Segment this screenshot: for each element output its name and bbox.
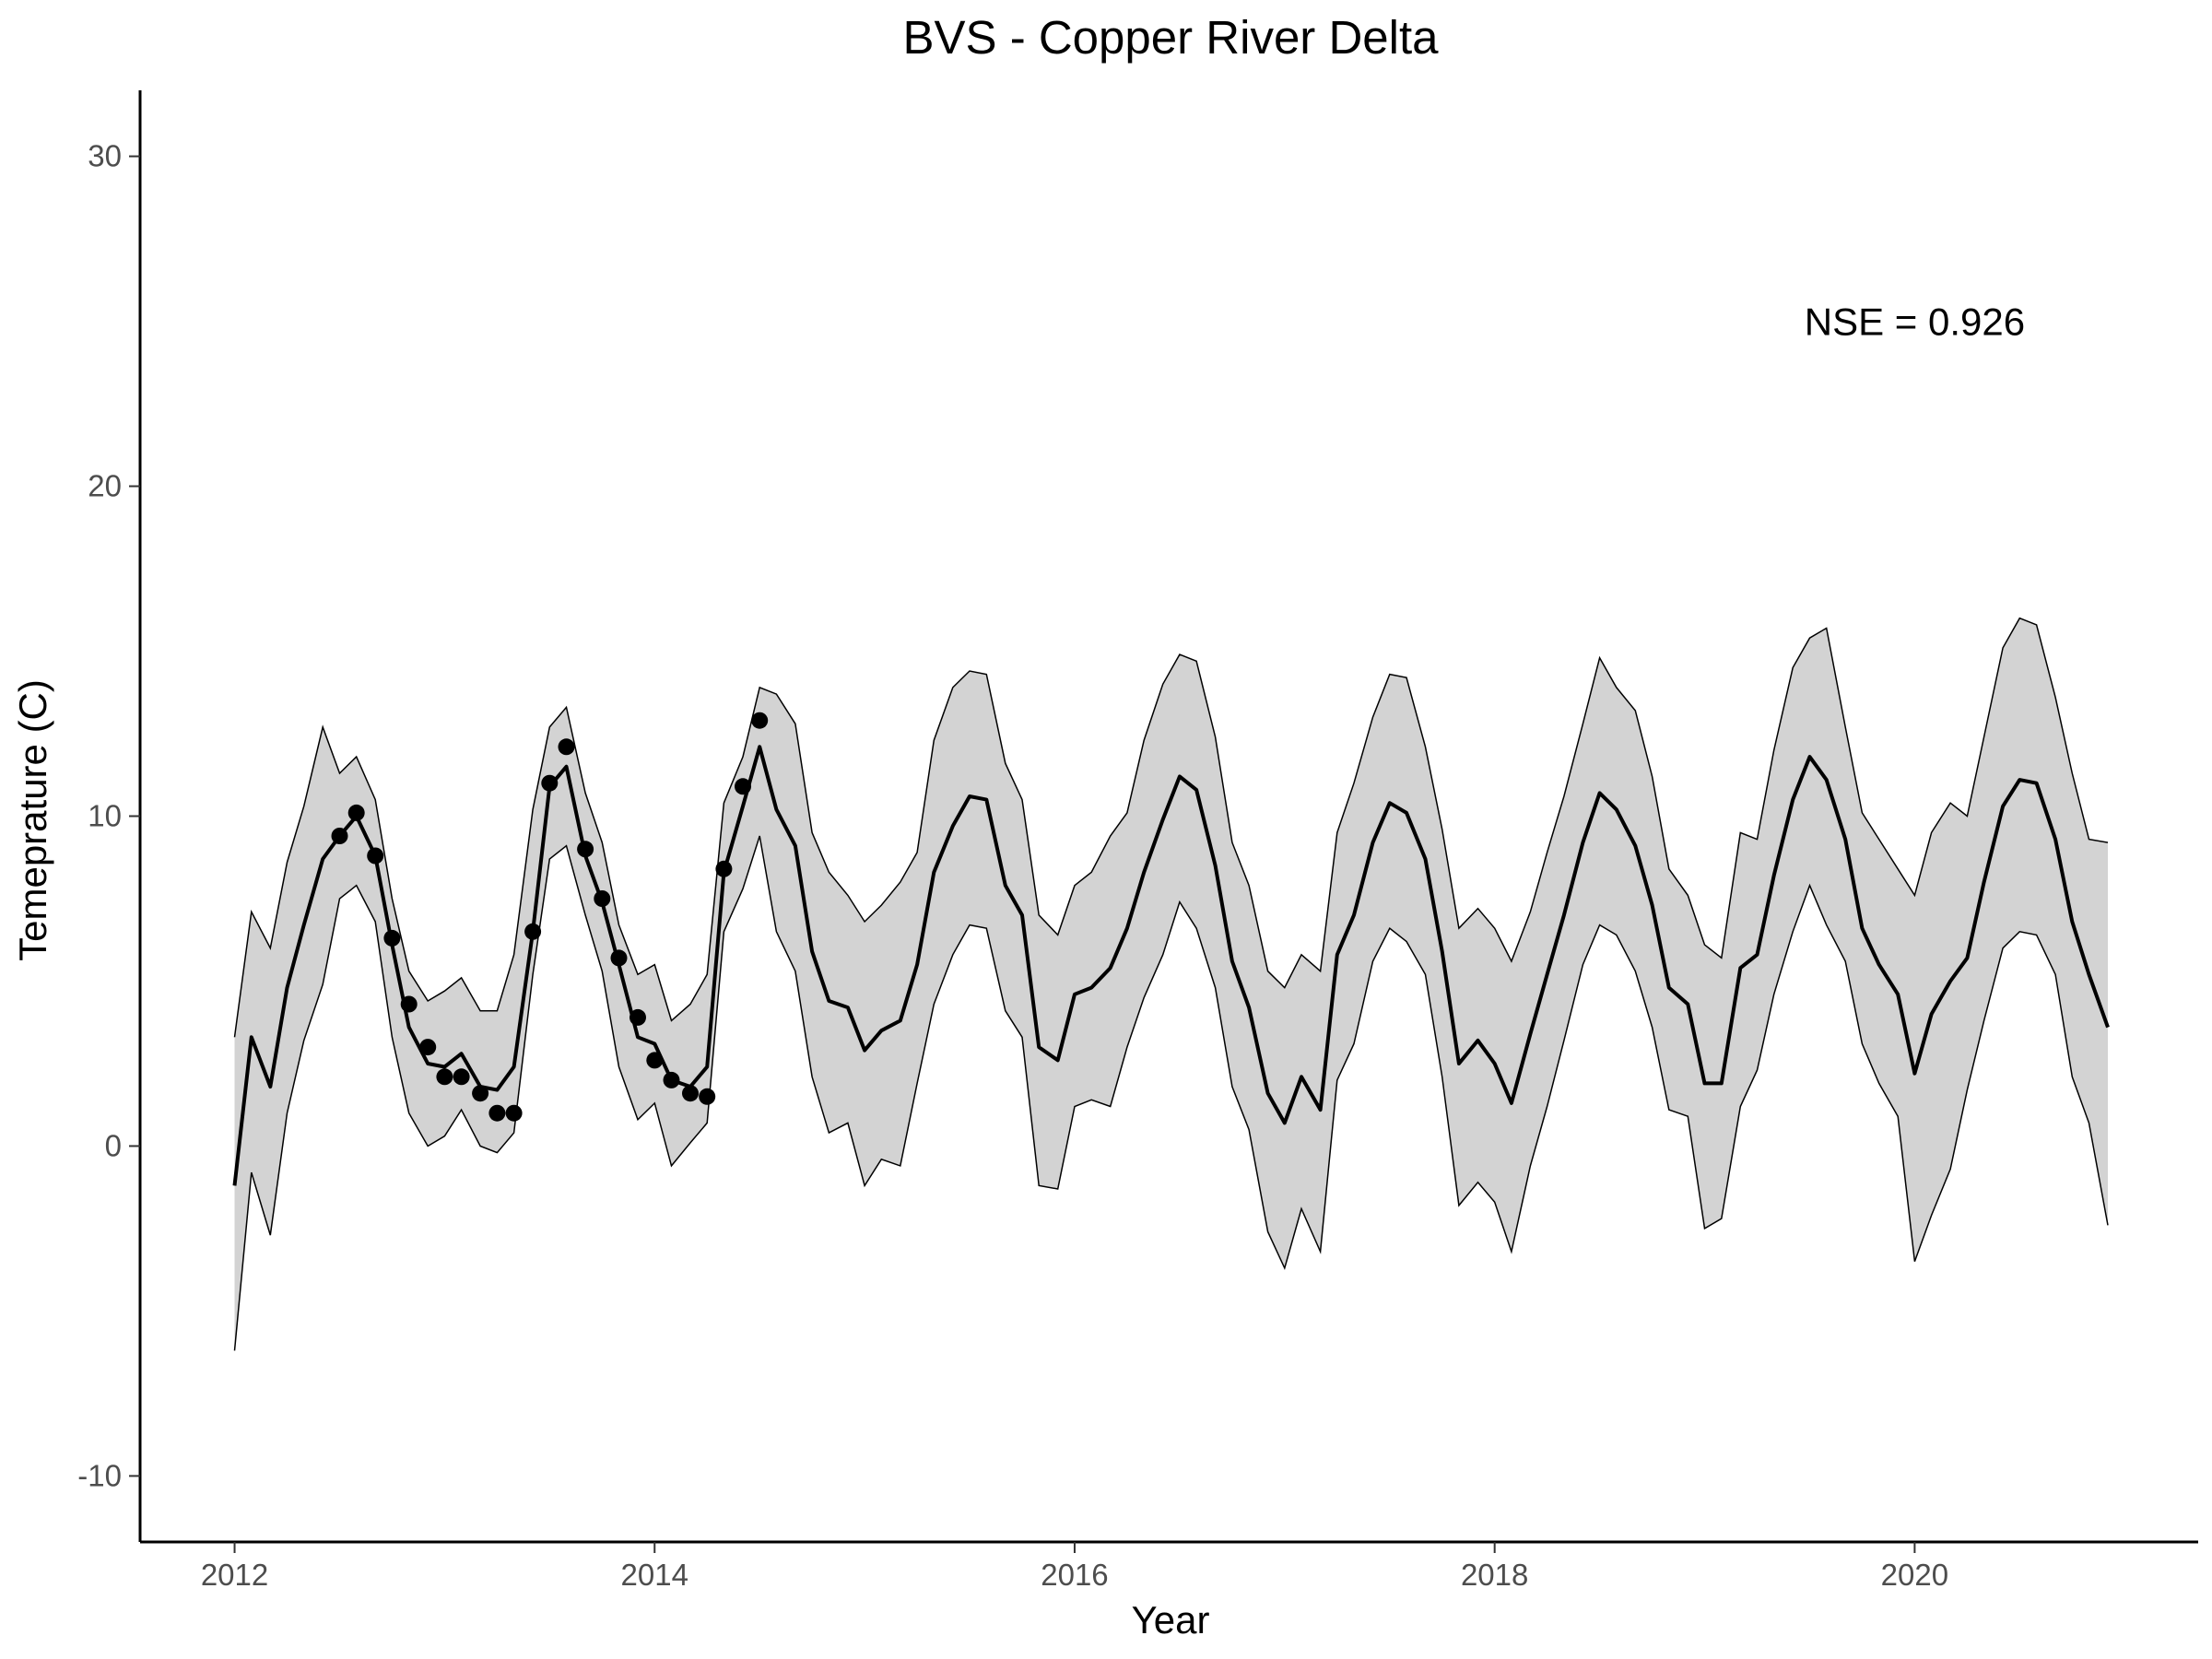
upper-bound-line [233,617,2109,1038]
observed-point [629,1008,646,1026]
observed-point [663,1071,680,1088]
x-tick-label: 2012 [201,1558,268,1592]
y-tick-label: -10 [77,1458,122,1492]
y-tick-label: 20 [88,469,122,503]
observed-point [558,738,575,756]
x-tick-label: 2014 [621,1558,688,1592]
observed-point [715,860,733,877]
observed-point [347,804,365,821]
observed-point [505,1104,523,1122]
observed-point [594,890,611,907]
observed-point [488,1104,506,1122]
y-tick-label: 30 [88,139,122,173]
nse-annotation: NSE = 0.926 [1805,300,2025,344]
observed-point [453,1068,470,1086]
observed-point [367,847,384,865]
x-axis-ticks: 2012 2014 2016 2018 2020 [201,1542,1948,1592]
y-axis-title: Temeprature (C) [11,679,54,961]
observed-point [436,1068,453,1086]
observed-point [419,1039,437,1056]
x-tick-label: 2016 [1041,1558,1108,1592]
chart-title: BVS - Copper River Delta [902,11,1439,64]
x-tick-label: 2020 [1881,1558,1948,1592]
prediction-band-area [234,618,2108,1351]
observed-point [735,778,751,795]
predicted-line [232,745,2110,1186]
observed-point [610,949,628,967]
observed-point [331,828,348,844]
observed-point [383,929,401,947]
observed-point [577,841,594,858]
lower-bound-line [233,835,2109,1351]
observed-point [472,1085,489,1102]
y-axis-ticks: -10 0 10 20 30 [77,139,140,1492]
y-tick-label: 10 [88,799,122,833]
y-tick-label: 0 [105,1128,122,1162]
observed-point [400,995,418,1013]
observed-point [646,1052,664,1069]
observed-point [524,923,542,940]
observed-point [699,1088,716,1105]
observed-point [682,1085,699,1102]
x-axis-title: Year [1132,1598,1210,1641]
observed-point [751,712,769,729]
x-tick-label: 2018 [1461,1558,1528,1592]
observed-point [541,774,559,792]
observed-points [331,712,769,1122]
predicted-line-layer [232,745,2110,1186]
prediction-band [233,617,2109,1351]
